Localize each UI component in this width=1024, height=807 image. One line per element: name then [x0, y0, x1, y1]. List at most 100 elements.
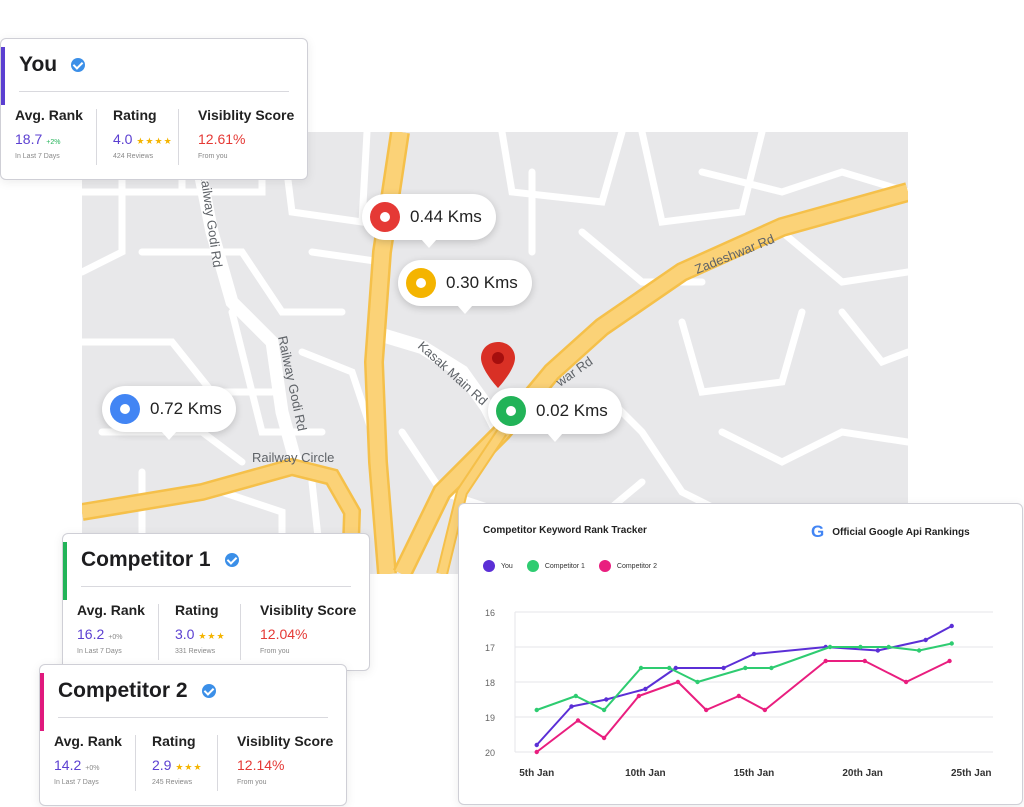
rating-value: 3.0 — [175, 626, 195, 642]
star-rating-icon: ★★★ — [175, 762, 203, 772]
visibility-score-value: 12.61% — [198, 131, 246, 147]
divider — [178, 109, 179, 165]
x-tick-label: 20th Jan — [842, 768, 883, 779]
data-point — [886, 644, 891, 650]
google-icon: G — [811, 522, 825, 541]
railway-godi-road — [185, 132, 304, 469]
stats-card-you: You Avg. Rank 18.7 +2% In Last 7 Days Rat… — [0, 38, 308, 180]
data-point — [534, 749, 539, 755]
chart-title: Competitor Keyword Rank Tracker — [483, 525, 647, 536]
google-label: Official Google Api Rankings — [832, 526, 970, 538]
distance-marker-blue[interactable]: 0.72 Kms — [102, 386, 236, 440]
location-pin-icon[interactable] — [481, 342, 515, 388]
data-point — [604, 697, 609, 702]
rating-value: 4.0 — [113, 131, 133, 147]
legend-item-competitor-2[interactable]: Competitor 2 — [598, 560, 657, 572]
data-point — [569, 704, 574, 709]
x-tick-label: 25th Jan — [951, 768, 992, 779]
divider — [19, 91, 289, 92]
divider — [217, 735, 218, 791]
star-rating-icon: ★★★★ — [136, 136, 173, 146]
data-point — [751, 651, 757, 657]
divider — [135, 735, 136, 791]
rating-stat: Rating 2.9 ★★★ 245 Reviews — [152, 733, 203, 786]
divider — [158, 604, 159, 660]
data-point — [721, 665, 726, 671]
data-point — [743, 665, 748, 671]
avg-rank-stat: Avg. Rank 16.2 +0% In Last 7 Days — [77, 602, 145, 655]
visibility-score-value: 12.14% — [237, 757, 285, 773]
stats-card-competitor-1: Competitor 1 Avg. Rank 16.2 +0% In Last 7… — [62, 533, 370, 671]
legend-swatch — [483, 560, 495, 572]
visibility-score-stat: Visiblity Score 12.61% From you — [198, 107, 295, 160]
google-badge: G Official Google Api Rankings — [811, 522, 970, 542]
x-tick-label: 10th Jan — [625, 768, 666, 779]
rank-line-chart: 16 17 18 19 20 5th Jan 10th Jan 15th Jan 20th Ja… — [485, 608, 993, 779]
data-point — [601, 735, 607, 741]
legend-item-you[interactable]: You — [483, 560, 513, 572]
marker-dot-icon — [110, 394, 140, 424]
data-point — [923, 637, 928, 643]
stats-card-competitor-2: Competitor 2 Avg. Rank 14.2 +0% In Last 7… — [39, 664, 347, 806]
y-tick-label: 17 — [485, 643, 495, 653]
data-point — [862, 658, 868, 664]
y-tick-label: 18 — [485, 678, 495, 688]
data-point — [769, 665, 774, 671]
y-tick-label: 20 — [485, 748, 495, 758]
avg-rank-change: +0% — [108, 634, 123, 641]
marker-dot-icon — [406, 268, 436, 298]
data-point — [673, 665, 678, 671]
visibility-score-stat: Visiblity Score 12.14% From you — [237, 733, 334, 786]
series-line-you — [535, 625, 953, 746]
y-tick-label: 16 — [485, 608, 495, 618]
avg-rank-change: +0% — [85, 765, 100, 772]
data-point — [573, 693, 579, 699]
data-point — [636, 693, 642, 699]
divider — [58, 717, 328, 718]
rating-stat: Rating 3.0 ★★★ 331 Reviews — [175, 602, 226, 655]
avg-rank-stat: Avg. Rank 18.7 +2% In Last 7 Days — [15, 107, 83, 160]
data-point — [949, 623, 954, 629]
road-label-railway-circle: Railway Circle — [252, 450, 334, 465]
data-point — [534, 742, 539, 748]
data-point — [643, 686, 648, 692]
chart-legend: You Competitor 1 Competitor 2 — [483, 560, 671, 572]
data-point — [638, 665, 644, 671]
data-point — [947, 658, 952, 664]
data-point — [827, 644, 833, 650]
marker-distance: 0.30 Kms — [446, 273, 518, 292]
legend-item-competitor-1[interactable]: Competitor 1 — [526, 560, 585, 572]
data-point — [601, 707, 607, 713]
data-point — [675, 679, 681, 685]
data-point — [949, 641, 954, 646]
data-point — [916, 648, 922, 653]
data-point — [704, 707, 709, 713]
star-rating-icon: ★★★ — [198, 631, 226, 641]
avg-rank-value: 18.7 — [15, 131, 43, 147]
marker-distance: 0.02 Kms — [536, 401, 608, 420]
data-point — [762, 707, 768, 713]
legend-swatch — [598, 560, 611, 572]
avg-rank-value: 16.2 — [77, 626, 105, 642]
visibility-score-value: 12.04% — [260, 626, 308, 642]
distance-marker-red[interactable]: 0.44 Kms — [362, 194, 496, 248]
y-tick-label: 19 — [485, 713, 495, 723]
visibility-score-stat: Visiblity Score 12.04% From you — [260, 602, 357, 655]
verified-icon — [71, 58, 86, 72]
data-point — [667, 665, 672, 671]
marker-distance: 0.44 Kms — [410, 207, 482, 226]
marker-dot-icon — [496, 396, 526, 426]
distance-marker-green[interactable]: 0.02 Kms — [488, 388, 622, 442]
avg-rank-stat: Avg. Rank 14.2 +0% In Last 7 Days — [54, 733, 122, 786]
distance-marker-yellow[interactable]: 0.30 Kms — [398, 260, 532, 314]
x-tick-label: 15th Jan — [734, 768, 775, 779]
card-title: Competitor 2 — [58, 679, 216, 703]
verified-icon — [201, 684, 216, 698]
card-accent-bar — [1, 47, 5, 105]
rank-tracker-card: Competitor Keyword Rank Tracker G Offici… — [458, 503, 1023, 805]
data-point — [903, 679, 909, 685]
data-point — [695, 679, 700, 685]
data-point — [858, 644, 863, 650]
card-accent-bar — [40, 673, 44, 731]
avg-rank-value: 14.2 — [54, 757, 82, 773]
